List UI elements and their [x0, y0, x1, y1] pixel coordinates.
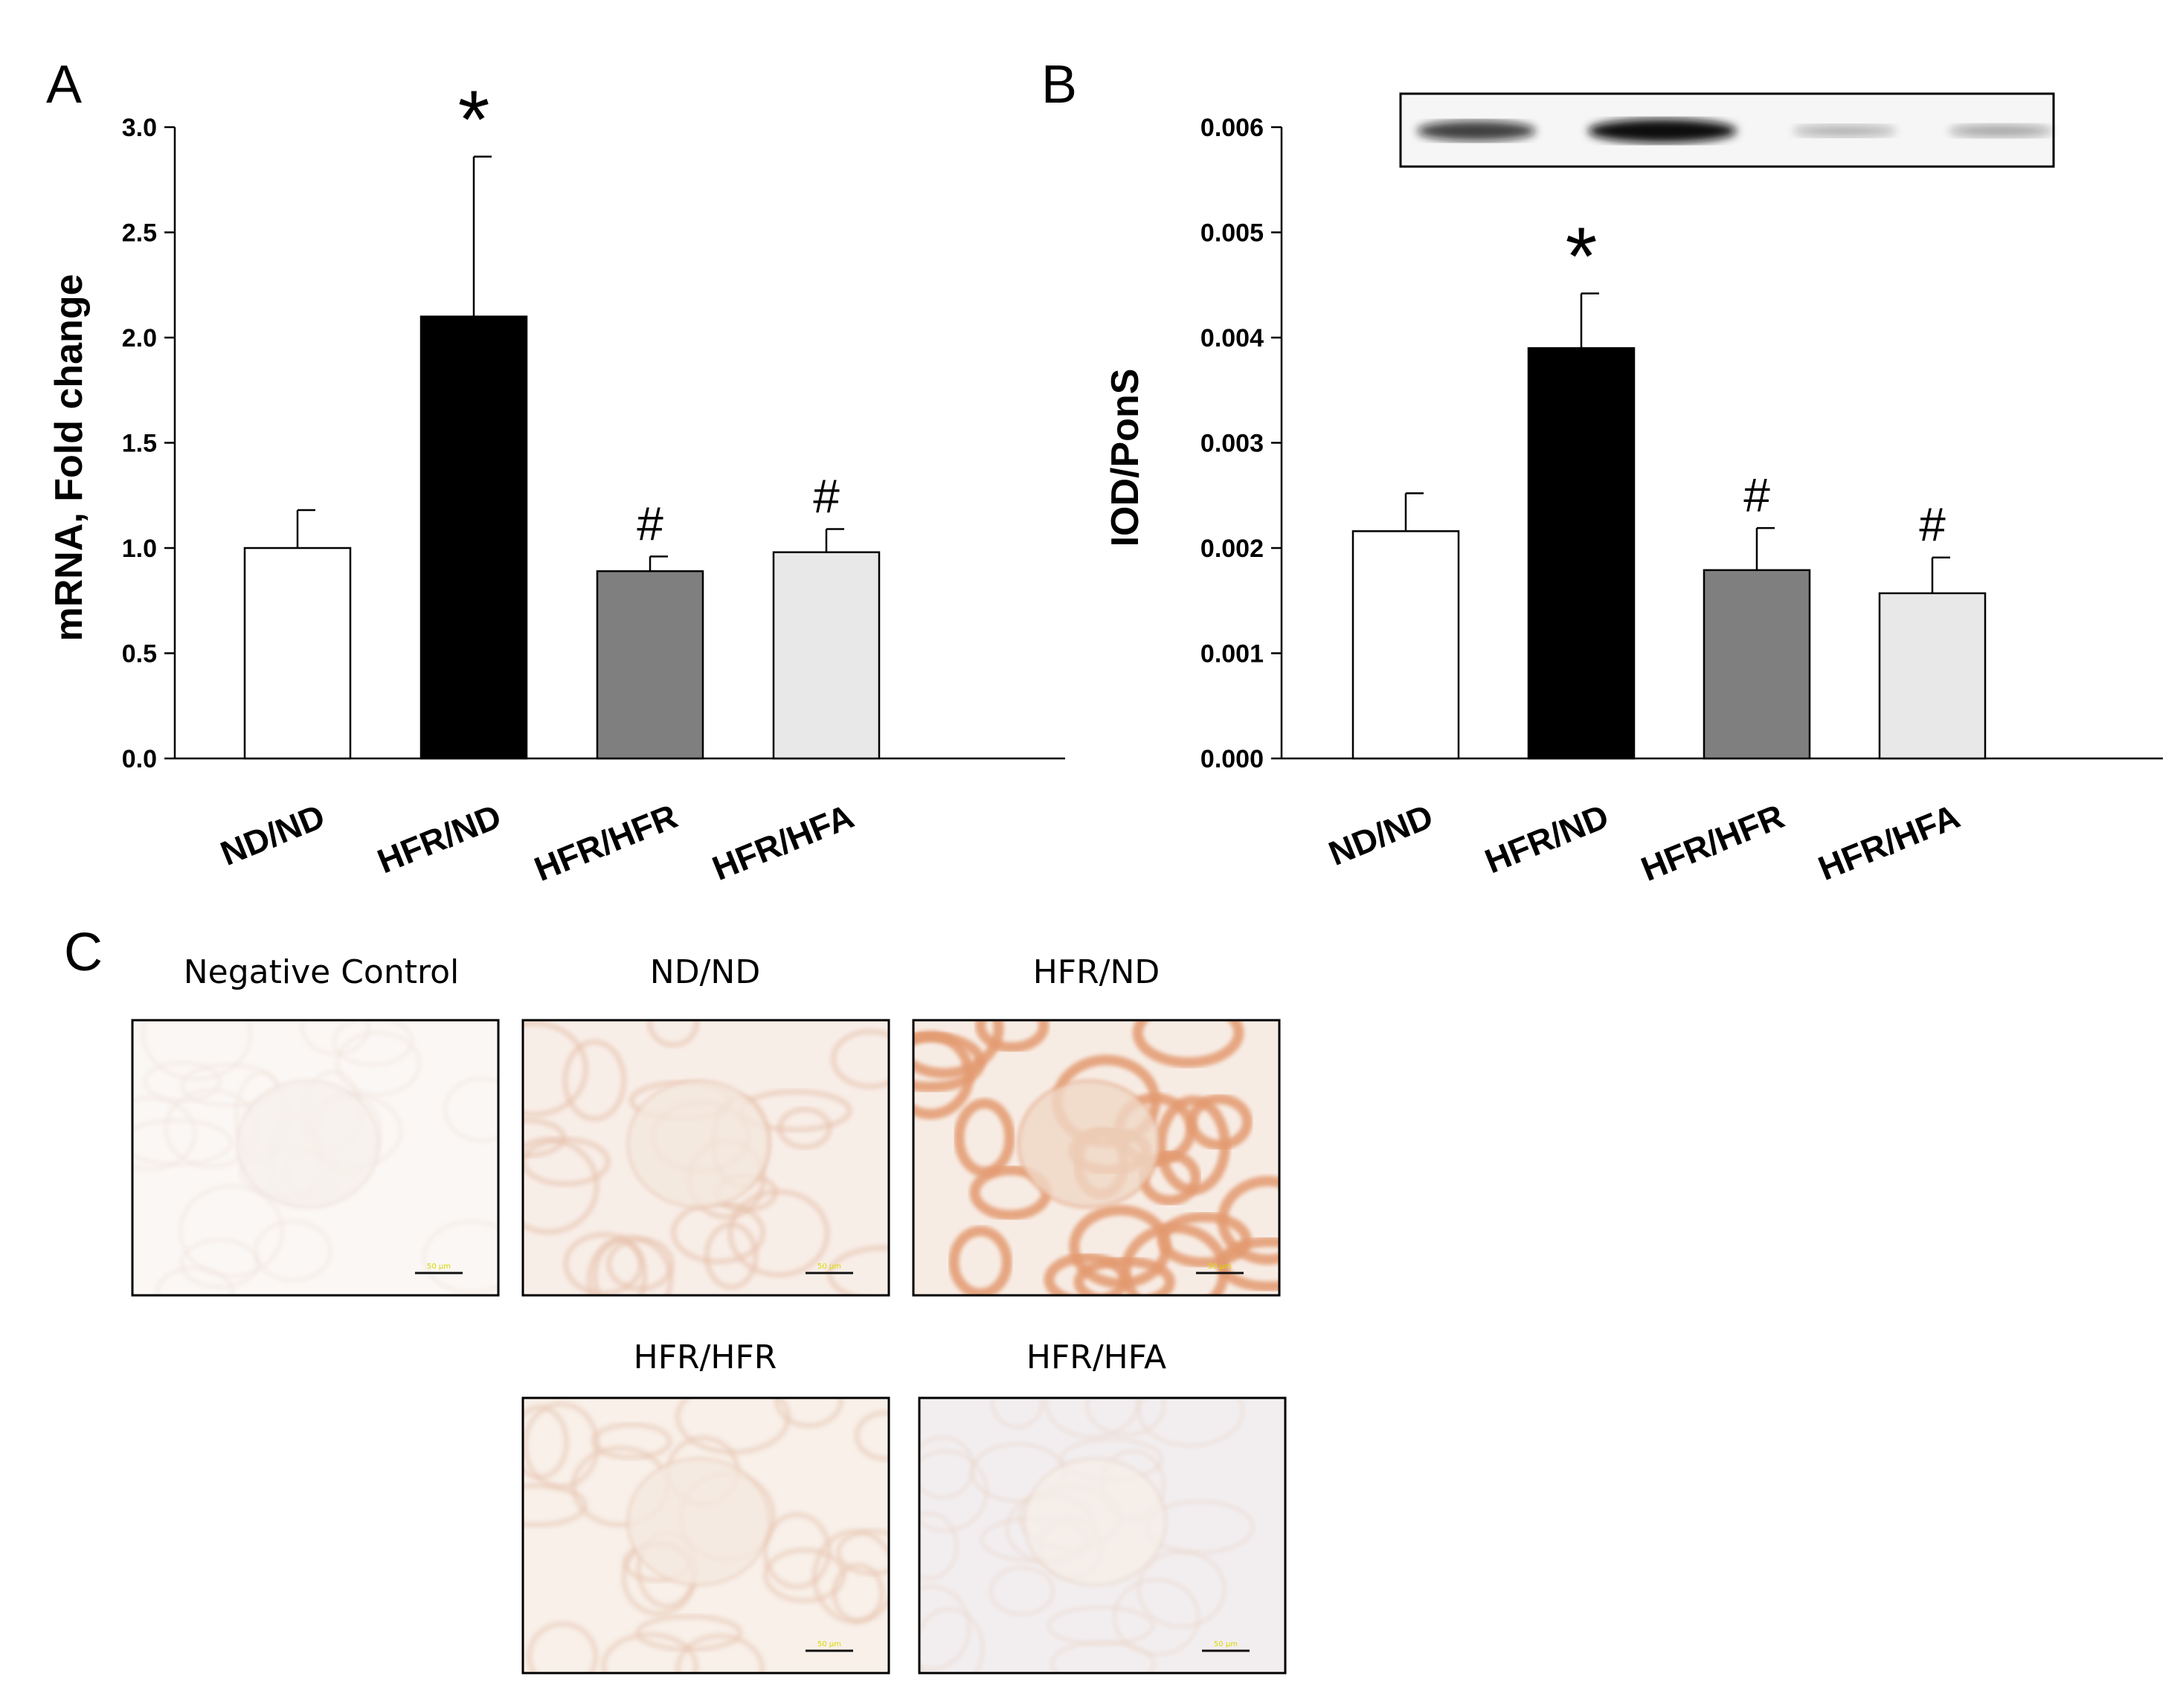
micrograph-frame — [912, 1019, 1281, 1297]
bar-nd-nd — [1351, 530, 1460, 760]
y-tick-label: 2.0 — [122, 324, 157, 352]
y-tick-label: 0.003 — [1200, 430, 1264, 458]
micrograph-label: HFR/ND — [1033, 953, 1160, 991]
blot-band — [1417, 120, 1536, 141]
scale-bar-label: 50 µm — [817, 1263, 841, 1271]
western-blot-image — [1399, 92, 2055, 168]
micrograph-frame — [521, 1019, 890, 1297]
chart-panel-a: 0.0 0.5 1.0 1.5 2.0 2.5 3.0 mRNA, Fold change ND… — [48, 74, 1065, 889]
scale-bar-label: 50 µm — [1214, 1640, 1238, 1649]
bar-hfr-nd — [419, 315, 528, 760]
chart-panel-b: 0.000 0.001 0.002 0.003 0.004 0.005 0.006 IOD/P… — [1104, 114, 2163, 889]
x-category-label: HFR/HFR — [529, 796, 683, 889]
significance-star: * — [458, 74, 490, 166]
micrograph-image — [523, 1020, 889, 1295]
panel-letter-a: A — [46, 55, 82, 115]
x-category-label: HFR/HFA — [1813, 796, 1964, 888]
blot-band — [1949, 124, 2053, 138]
y-tick-label: 1.0 — [122, 535, 157, 563]
x-category-label: HFR/HFA — [707, 796, 858, 888]
micrograph-panel-c: Negative Control 50 µm ND/ND 50 µm HFR/ND 50 … — [131, 953, 1287, 1675]
panel-letter-c: C — [64, 923, 103, 982]
scale-bar-label: 50 µm — [1208, 1263, 1232, 1271]
significance-hash: # — [1919, 498, 1946, 552]
micrograph-label: HFR/HFR — [634, 1338, 777, 1376]
y-tick-label: 3.0 — [122, 114, 157, 142]
blot-band — [1588, 119, 1737, 143]
x-category-label: HFR/ND — [372, 796, 507, 880]
scale-bar-label: 50 µm — [817, 1640, 841, 1649]
significance-hash: # — [1743, 468, 1770, 522]
micrograph-label: Negative Control — [184, 953, 460, 991]
significance-hash: # — [813, 470, 840, 523]
x-category-label: HFR/ND — [1479, 796, 1614, 880]
significance-star: * — [1566, 211, 1598, 303]
y-tick-label: 2.5 — [122, 219, 157, 248]
micrograph-frame — [521, 1396, 890, 1675]
y-tick-label: 0.5 — [122, 640, 157, 668]
scale-bar-label: 50 µm — [427, 1263, 451, 1271]
x-category-label: ND/ND — [1323, 796, 1438, 873]
micrograph-image — [523, 1398, 889, 1673]
y-tick-label: 0.005 — [1200, 219, 1264, 248]
micrograph-frame — [918, 1396, 1287, 1675]
micrograph-image — [919, 1398, 1285, 1673]
y-tick-label: 0.002 — [1200, 535, 1264, 563]
micrograph-image — [132, 1020, 498, 1295]
bar-hfr-hfa — [1878, 592, 1987, 760]
micrograph-image — [913, 1020, 1279, 1295]
bar-hfr-nd — [1527, 347, 1636, 760]
blot-band — [1793, 125, 1897, 137]
y-axis-label: mRNA, Fold change — [48, 274, 91, 641]
micrograph-label: ND/ND — [650, 953, 760, 991]
bar-hfr-hfr — [1703, 569, 1811, 760]
y-tick-label: 0.000 — [1200, 745, 1264, 773]
y-tick-label: 0.001 — [1200, 640, 1264, 668]
micrograph-frame — [131, 1019, 500, 1297]
y-axis-label: IOD/PonS — [1104, 369, 1147, 547]
panel-letter-b: B — [1041, 55, 1077, 115]
x-category-label: HFR/HFR — [1636, 796, 1790, 889]
y-tick-label: 0.0 — [122, 745, 157, 773]
y-tick-label: 0.004 — [1200, 324, 1264, 352]
x-category-label: ND/ND — [215, 796, 330, 873]
bar-hfr-hfr — [596, 570, 704, 760]
significance-hash: # — [637, 497, 663, 550]
y-tick-label: 0.006 — [1200, 114, 1264, 142]
micrograph-label: HFR/HFA — [1026, 1338, 1166, 1376]
bar-hfr-hfa — [772, 551, 881, 760]
y-tick-label: 1.5 — [122, 430, 157, 458]
bar-nd-nd — [243, 547, 352, 760]
